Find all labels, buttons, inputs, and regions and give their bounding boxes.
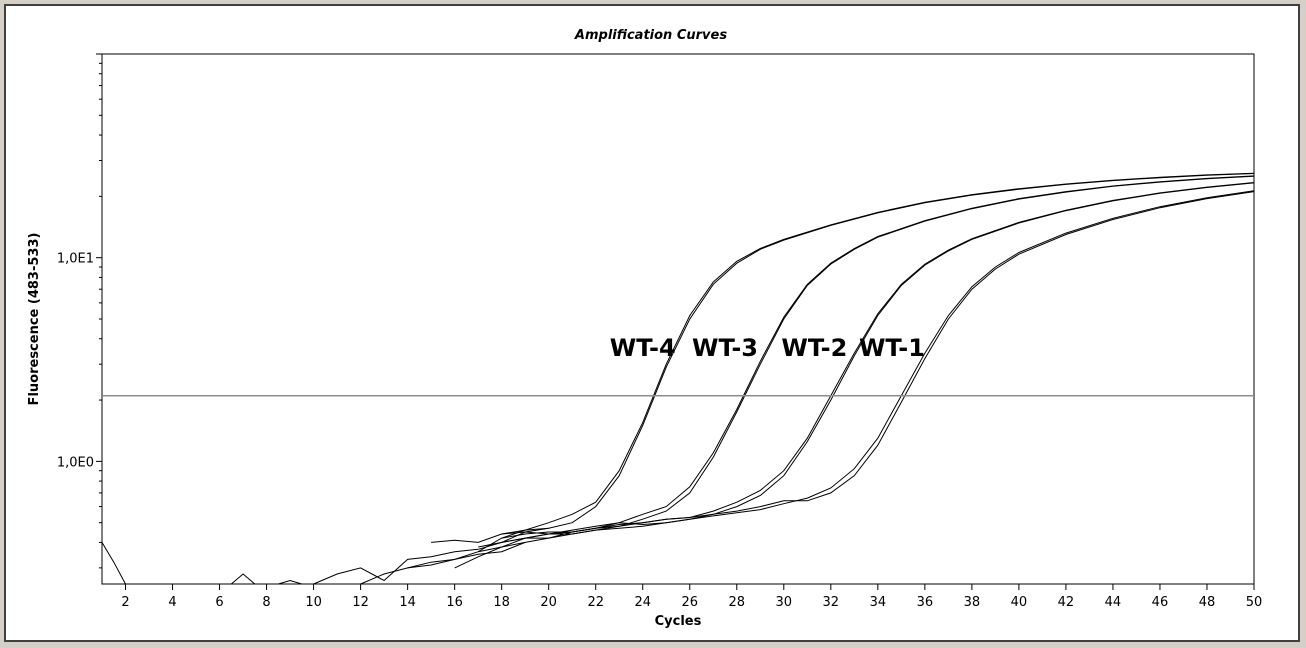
x-tick-label: 16 [446,595,463,610]
x-tick-label: 34 [870,595,887,610]
curve-label-wt-2: WT-2 [781,334,847,362]
x-tick-label: 2 [121,595,129,610]
x-tick-label: 22 [587,595,604,610]
curve-label-wt-4: WT-4 [610,334,676,362]
x-axis-ticks: 2 4 6 8 10 12 14 16 18 20 22 24 26 28 30 32 34 36 38 40 42 44… [121,584,1262,610]
x-axis-label: Cycles [655,614,702,629]
x-tick-label: 36 [917,595,934,610]
curve-label-wt-3: WT-3 [692,334,758,362]
amplification-curves [101,172,1255,585]
x-tick-label: 48 [1199,595,1216,610]
curve-wt-4[interactable] [478,173,1255,550]
x-tick-label: 28 [729,595,746,610]
curve-labels: WT-4 WT-3 WT-2 WT-1 [610,334,925,362]
x-tick-label: 46 [1152,595,1169,610]
x-tick-label: 26 [681,595,698,610]
chart-window: Amplification Curves 1,0E0 1,0E1 2 4 6 8 10 12… [4,4,1300,642]
noise-trace[interactable] [278,579,302,585]
curve-wt-1[interactable] [501,190,1255,535]
x-tick-label: 44 [1105,595,1122,610]
noise-trace[interactable] [313,548,479,585]
x-tick-label: 50 [1246,595,1263,610]
x-tick-label: 32 [823,595,840,610]
curve-wt-2[interactable] [501,182,1255,539]
noise-trace[interactable] [101,542,126,585]
y-tick-label: 1,0E0 [57,455,94,470]
y-axis-label: Fluorescence (483-533) [27,233,42,406]
chart-title: Amplification Curves [574,28,727,43]
noise-trace[interactable] [230,573,256,585]
curve-wt-1[interactable] [501,191,1255,543]
curve-wt-2[interactable] [478,182,1255,548]
noise-trace[interactable] [360,541,526,585]
x-tick-label: 18 [493,595,510,610]
x-tick-label: 20 [540,595,557,610]
y-tick-label: 1,0E1 [57,252,94,267]
x-tick-label: 24 [634,595,651,610]
x-tick-label: 42 [1058,595,1075,610]
x-tick-label: 6 [215,595,223,610]
x-tick-label: 4 [168,595,176,610]
x-tick-label: 8 [262,595,270,610]
x-tick-label: 14 [399,595,416,610]
plot-area [101,53,1255,585]
x-tick-label: 40 [1011,595,1028,610]
x-tick-label: 30 [776,595,793,610]
x-tick-label: 10 [305,595,322,610]
x-tick-label: 12 [352,595,369,610]
noise-trace[interactable] [407,527,549,569]
y-axis-ticks: 1,0E0 1,0E1 [57,53,102,569]
curve-label-wt-1: WT-1 [859,334,925,362]
x-tick-label: 38 [964,595,981,610]
